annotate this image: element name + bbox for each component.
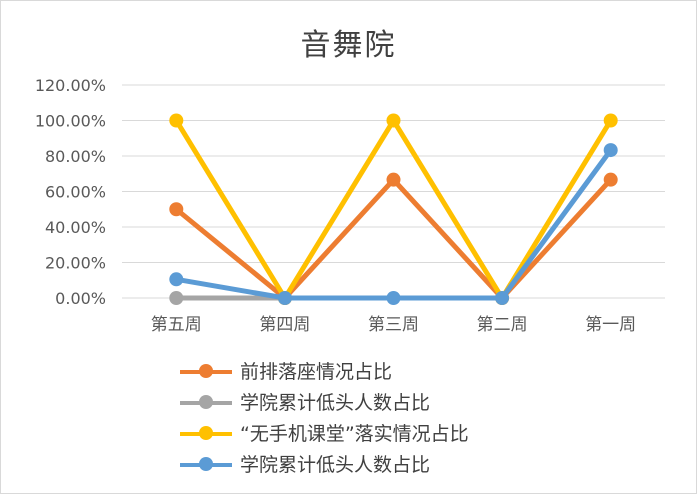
data-point[interactable] <box>169 202 184 217</box>
y-tick-label: 20.00% <box>45 254 106 273</box>
data-point[interactable] <box>386 172 401 187</box>
series-line <box>173 118 614 301</box>
data-point[interactable] <box>169 113 184 128</box>
x-tick-label: 第二周 <box>477 315 528 335</box>
data-point[interactable] <box>603 172 618 187</box>
data-point[interactable] <box>169 291 184 305</box>
legend-item-1[interactable]: 学院累计低头人数占比 <box>180 386 469 417</box>
x-tick-label: 第四周 <box>259 315 310 335</box>
x-tick-label: 第三周 <box>368 315 419 335</box>
chart-title: 音舞院 <box>300 28 397 63</box>
legend-item-0[interactable]: 前排落座情况占比 <box>180 355 469 386</box>
legend-swatch-0 <box>180 363 232 378</box>
y-tick-label: 80.00% <box>45 147 106 166</box>
data-point[interactable] <box>603 113 618 128</box>
x-tick-label: 第五周 <box>151 315 202 335</box>
legend-swatch-3 <box>180 456 232 471</box>
data-point[interactable] <box>386 113 401 128</box>
x-tick-label: 第一周 <box>585 315 636 335</box>
data-point[interactable] <box>169 272 184 287</box>
legend-item-3[interactable]: 学院累计低头人数占比 <box>180 448 469 479</box>
legend-swatch-2 <box>180 425 232 440</box>
data-point[interactable] <box>495 291 510 305</box>
legend-label-3: 学院累计低头人数占比 <box>240 454 431 476</box>
data-point[interactable] <box>386 291 401 305</box>
legend-item-2[interactable]: “无手机课堂”落实情况占比 <box>180 417 469 448</box>
y-tick-label: 100.00% <box>35 112 106 131</box>
data-point[interactable] <box>603 143 618 158</box>
series-2 <box>169 113 618 305</box>
legend-label-2: “无手机课堂”落实情况占比 <box>240 423 469 445</box>
x-axis-ticks: 第五周 第四周 第三周 第二周 第一周 <box>151 315 636 335</box>
y-tick-label: 0.00% <box>55 289 106 308</box>
legend: 前排落座情况占比 学院累计低头人数占比 “无手机课堂”落实情况占比 学院累计低头… <box>180 355 469 479</box>
series-lines <box>169 113 618 305</box>
y-tick-label: 60.00% <box>45 183 106 202</box>
y-tick-label: 40.00% <box>45 218 106 237</box>
y-tick-label: 120.00% <box>35 76 106 95</box>
series-3 <box>169 143 618 305</box>
y-axis-ticks: 0.00% 20.00% 40.00% 60.00% 80.00% 100.00% 120.… <box>35 76 106 308</box>
legend-label-0: 前排落座情况占比 <box>240 361 393 383</box>
legend-swatch-1 <box>180 394 232 409</box>
series-0 <box>169 172 618 305</box>
data-point[interactable] <box>277 291 292 305</box>
legend-label-1: 学院累计低头人数占比 <box>240 392 431 414</box>
